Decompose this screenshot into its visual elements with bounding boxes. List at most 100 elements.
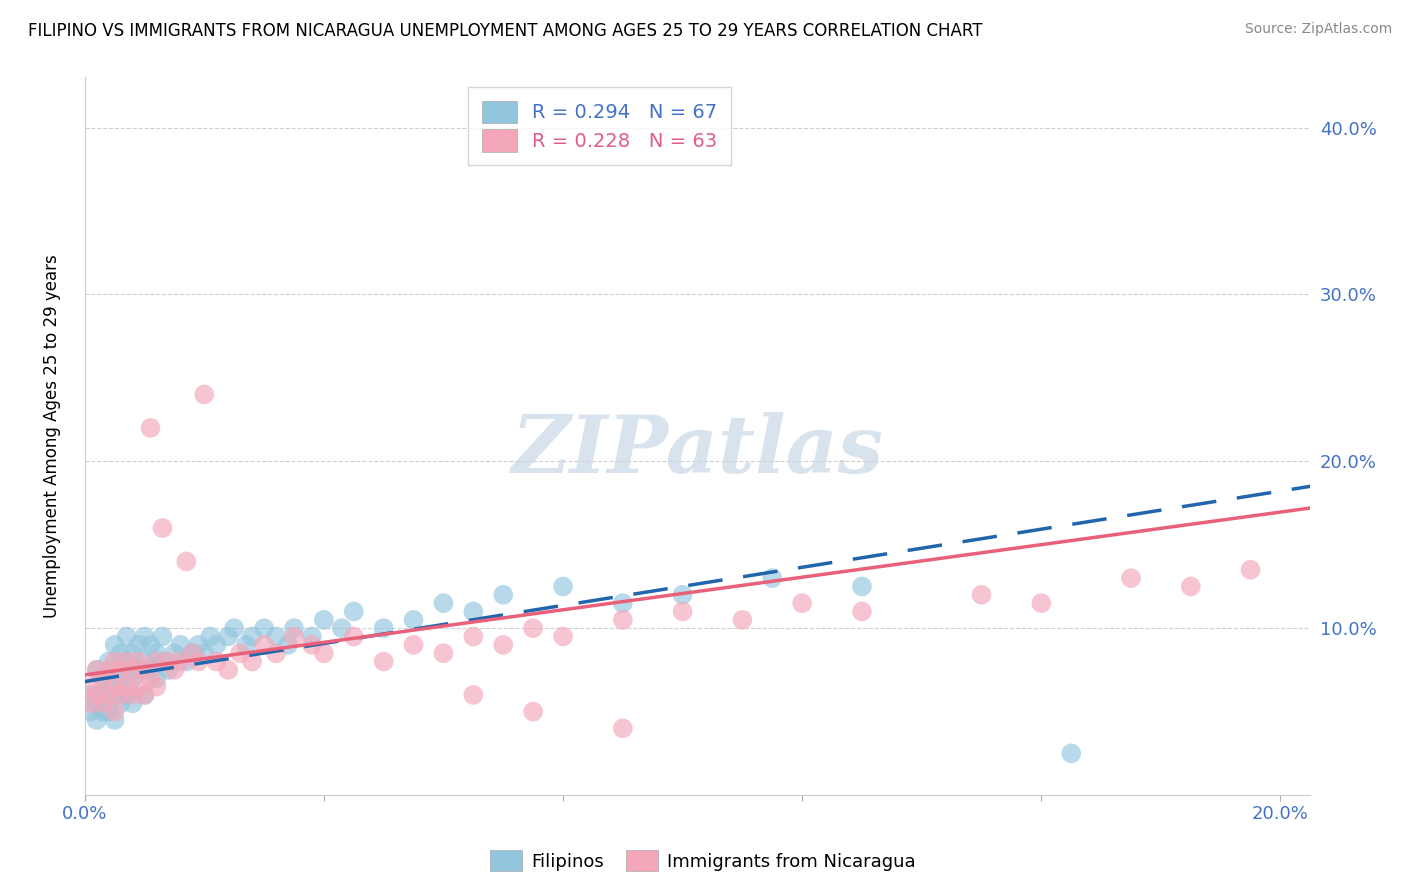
Point	[612, 721, 634, 735]
Point	[91, 705, 114, 719]
Text: Source: ZipAtlas.com: Source: ZipAtlas.com	[1244, 22, 1392, 37]
Point	[115, 630, 138, 644]
Point	[104, 663, 127, 677]
Point	[128, 680, 150, 694]
Point	[612, 596, 634, 610]
Point	[86, 663, 108, 677]
Point	[134, 688, 156, 702]
Point	[312, 613, 335, 627]
Point	[671, 588, 693, 602]
Point	[301, 638, 323, 652]
Point	[240, 630, 263, 644]
Point	[671, 605, 693, 619]
Point	[176, 554, 198, 568]
Point	[761, 571, 783, 585]
Point	[110, 696, 132, 710]
Point	[312, 646, 335, 660]
Point	[1119, 571, 1142, 585]
Point	[205, 655, 228, 669]
Point	[1031, 596, 1053, 610]
Point	[91, 688, 114, 702]
Point	[551, 579, 574, 593]
Point	[139, 663, 162, 677]
Point	[181, 646, 204, 660]
Text: FILIPINO VS IMMIGRANTS FROM NICARAGUA UNEMPLOYMENT AMONG AGES 25 TO 29 YEARS COR: FILIPINO VS IMMIGRANTS FROM NICARAGUA UN…	[28, 22, 983, 40]
Point	[522, 705, 544, 719]
Point	[193, 387, 215, 401]
Point	[115, 655, 138, 669]
Point	[492, 638, 515, 652]
Point	[970, 588, 993, 602]
Point	[432, 646, 454, 660]
Point	[612, 613, 634, 627]
Point	[91, 671, 114, 685]
Point	[176, 655, 198, 669]
Point	[80, 680, 103, 694]
Point	[110, 688, 132, 702]
Point	[115, 680, 138, 694]
Point	[115, 688, 138, 702]
Point	[264, 646, 287, 660]
Point	[121, 671, 143, 685]
Point	[187, 638, 209, 652]
Point	[86, 696, 108, 710]
Point	[152, 630, 174, 644]
Point	[128, 663, 150, 677]
Point	[373, 621, 395, 635]
Point	[104, 638, 127, 652]
Point	[235, 638, 257, 652]
Point	[145, 646, 167, 660]
Point	[181, 646, 204, 660]
Point	[851, 605, 873, 619]
Point	[157, 655, 180, 669]
Point	[121, 646, 143, 660]
Point	[152, 521, 174, 535]
Point	[187, 655, 209, 669]
Point	[253, 621, 276, 635]
Point	[1239, 563, 1261, 577]
Point	[97, 688, 120, 702]
Point	[128, 638, 150, 652]
Point	[283, 621, 305, 635]
Point	[492, 588, 515, 602]
Point	[402, 638, 425, 652]
Point	[121, 688, 143, 702]
Point	[139, 638, 162, 652]
Point	[128, 655, 150, 669]
Y-axis label: Unemployment Among Ages 25 to 29 years: Unemployment Among Ages 25 to 29 years	[44, 254, 60, 618]
Point	[80, 688, 103, 702]
Text: ZIPatlas: ZIPatlas	[512, 412, 883, 490]
Point	[432, 596, 454, 610]
Point	[134, 630, 156, 644]
Point	[229, 646, 252, 660]
Point	[104, 655, 127, 669]
Point	[104, 705, 127, 719]
Point	[264, 630, 287, 644]
Point	[792, 596, 814, 610]
Point	[139, 671, 162, 685]
Point	[110, 671, 132, 685]
Point	[134, 688, 156, 702]
Point	[134, 655, 156, 669]
Point	[224, 621, 246, 635]
Point	[343, 605, 366, 619]
Point	[157, 663, 180, 677]
Point	[205, 638, 228, 652]
Point	[193, 646, 215, 660]
Point	[145, 655, 167, 669]
Point	[163, 663, 186, 677]
Point	[152, 655, 174, 669]
Point	[402, 613, 425, 627]
Point	[134, 663, 156, 677]
Point	[110, 646, 132, 660]
Point	[731, 613, 754, 627]
Point	[97, 663, 120, 677]
Point	[330, 621, 353, 635]
Point	[463, 605, 485, 619]
Point	[139, 421, 162, 435]
Point	[240, 655, 263, 669]
Point	[86, 713, 108, 727]
Point	[169, 655, 191, 669]
Point	[104, 680, 127, 694]
Point	[169, 638, 191, 652]
